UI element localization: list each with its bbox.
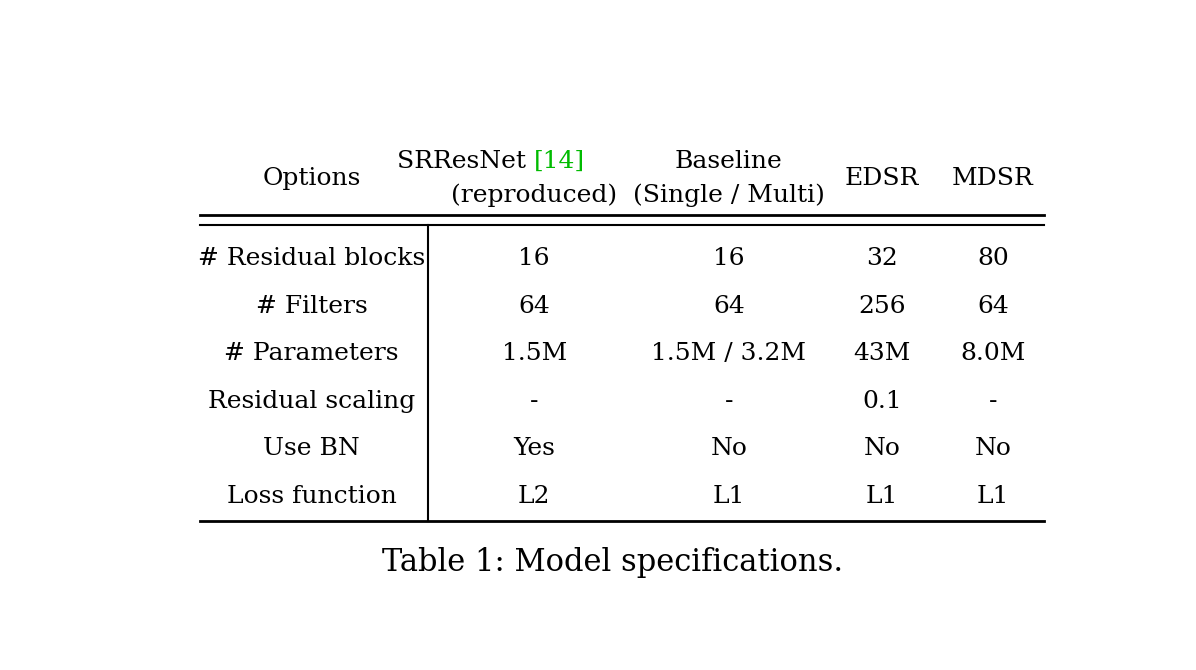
Text: Options: Options	[262, 167, 361, 190]
Text: 16: 16	[518, 247, 550, 271]
Text: EDSR: EDSR	[844, 167, 919, 190]
Text: Baseline: Baseline	[675, 150, 782, 173]
Text: 16: 16	[713, 247, 745, 271]
Text: Use BN: Use BN	[263, 438, 360, 460]
Text: L2: L2	[518, 484, 550, 508]
Text: [14]: [14]	[535, 150, 585, 173]
Text: -: -	[530, 390, 538, 413]
Text: No: No	[710, 438, 748, 460]
Text: # Filters: # Filters	[256, 295, 367, 318]
Text: L1: L1	[866, 484, 898, 508]
Text: 0.1: 0.1	[862, 390, 902, 413]
Text: 8.0M: 8.0M	[960, 342, 1026, 365]
Text: -: -	[725, 390, 733, 413]
Text: # Residual blocks: # Residual blocks	[199, 247, 426, 271]
Text: 32: 32	[866, 247, 898, 271]
Text: 43M: 43M	[853, 342, 910, 365]
Text: (reproduced): (reproduced)	[451, 184, 617, 207]
Text: Residual scaling: Residual scaling	[208, 390, 415, 413]
Text: 80: 80	[977, 247, 1009, 271]
Text: L1: L1	[713, 484, 745, 508]
Text: # Parameters: # Parameters	[225, 342, 399, 365]
Text: L1: L1	[977, 484, 1009, 508]
Text: (Single / Multi): (Single / Multi)	[633, 184, 825, 207]
Text: 1.5M: 1.5M	[501, 342, 567, 365]
Text: MDSR: MDSR	[952, 167, 1033, 190]
Text: No: No	[864, 438, 901, 460]
Text: 64: 64	[518, 295, 550, 318]
Text: 64: 64	[977, 295, 1009, 318]
Text: Table 1: Model specifications.: Table 1: Model specifications.	[383, 547, 843, 578]
Text: No: No	[975, 438, 1012, 460]
Text: 1.5M / 3.2M: 1.5M / 3.2M	[652, 342, 806, 365]
Text: SRResNet: SRResNet	[397, 150, 535, 173]
Text: 256: 256	[858, 295, 905, 318]
Text: -: -	[989, 390, 997, 413]
Text: Yes: Yes	[513, 438, 555, 460]
Text: 64: 64	[713, 295, 745, 318]
Text: Loss function: Loss function	[227, 484, 397, 508]
